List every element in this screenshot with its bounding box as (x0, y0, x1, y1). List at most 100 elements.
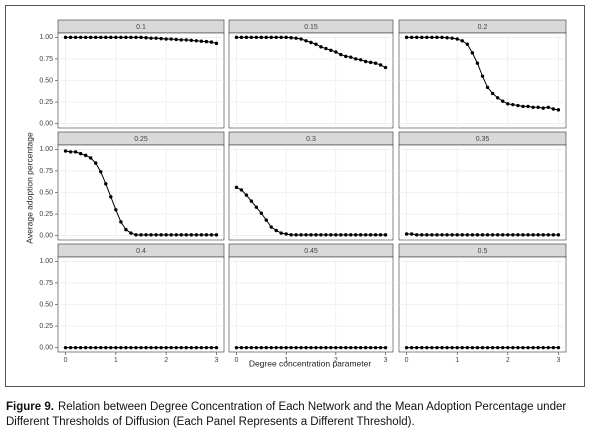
point (274, 35, 278, 40)
panel-title: 0.3 (306, 136, 316, 143)
point (114, 35, 118, 40)
point (154, 233, 158, 237)
point (199, 39, 204, 43)
point (541, 345, 545, 350)
point (551, 233, 556, 237)
point (299, 37, 303, 41)
point (124, 345, 128, 350)
point (460, 39, 464, 43)
point (324, 345, 328, 350)
point (304, 345, 308, 350)
point (383, 345, 388, 350)
x-tick-label: 0 (405, 357, 409, 364)
point (259, 345, 264, 350)
point (73, 35, 78, 40)
point (329, 48, 333, 52)
point (358, 233, 363, 237)
point (495, 233, 500, 237)
point (78, 345, 83, 350)
point (244, 35, 249, 40)
point (63, 35, 68, 40)
point (339, 52, 343, 57)
y-tick-label: 0.25 (39, 211, 53, 218)
point (536, 233, 540, 237)
point (199, 233, 204, 237)
point (99, 35, 103, 40)
point (531, 345, 535, 350)
point (88, 35, 93, 40)
point (349, 233, 353, 237)
point (430, 345, 434, 350)
point (383, 233, 388, 237)
point (264, 218, 268, 222)
point (179, 38, 183, 42)
point (475, 61, 480, 65)
point (144, 233, 148, 237)
point (455, 345, 459, 350)
point (501, 99, 505, 103)
point (279, 345, 283, 350)
point (354, 345, 358, 350)
point (144, 36, 148, 40)
point (465, 42, 470, 46)
point (68, 35, 73, 40)
point (455, 233, 459, 237)
point (329, 345, 333, 350)
point (159, 345, 163, 350)
panel-title: 0.15 (304, 24, 318, 31)
point (199, 345, 204, 350)
point (134, 35, 138, 40)
point (521, 345, 525, 350)
point (119, 220, 123, 224)
point (339, 345, 343, 350)
point (119, 35, 123, 40)
y-tick-label: 0.50 (39, 77, 53, 84)
point (94, 345, 98, 350)
figure-frame (5, 5, 585, 387)
point (511, 102, 515, 107)
point (244, 193, 249, 197)
point (209, 345, 214, 350)
point (506, 102, 510, 106)
point (269, 35, 273, 40)
point (460, 233, 464, 237)
y-tick-label: 0.50 (39, 301, 53, 308)
x-tick-label: 0 (64, 357, 68, 364)
point (189, 345, 194, 350)
point (556, 233, 561, 237)
point (516, 233, 520, 237)
point (164, 37, 168, 41)
point (83, 35, 88, 40)
point (63, 149, 68, 153)
point (420, 233, 424, 237)
point (73, 150, 78, 154)
point (319, 345, 323, 350)
point (239, 35, 244, 40)
y-tick-label: 0.75 (39, 280, 53, 287)
point (119, 345, 123, 350)
point (114, 208, 118, 212)
point (254, 345, 259, 350)
point (536, 345, 540, 350)
point (104, 182, 108, 186)
point (501, 345, 505, 350)
point (124, 227, 128, 232)
point (269, 225, 273, 229)
point (169, 233, 173, 237)
point (194, 345, 199, 350)
point (409, 345, 414, 350)
point (134, 233, 138, 237)
point (415, 233, 419, 237)
point (445, 233, 449, 237)
point (254, 205, 259, 209)
point (73, 345, 78, 350)
point (109, 35, 113, 40)
point (420, 35, 424, 40)
point (551, 107, 556, 111)
point (349, 345, 353, 350)
point (556, 108, 561, 112)
x-axis-label: Degree concentration parameter (249, 358, 372, 368)
point (159, 36, 163, 41)
point (314, 42, 318, 46)
